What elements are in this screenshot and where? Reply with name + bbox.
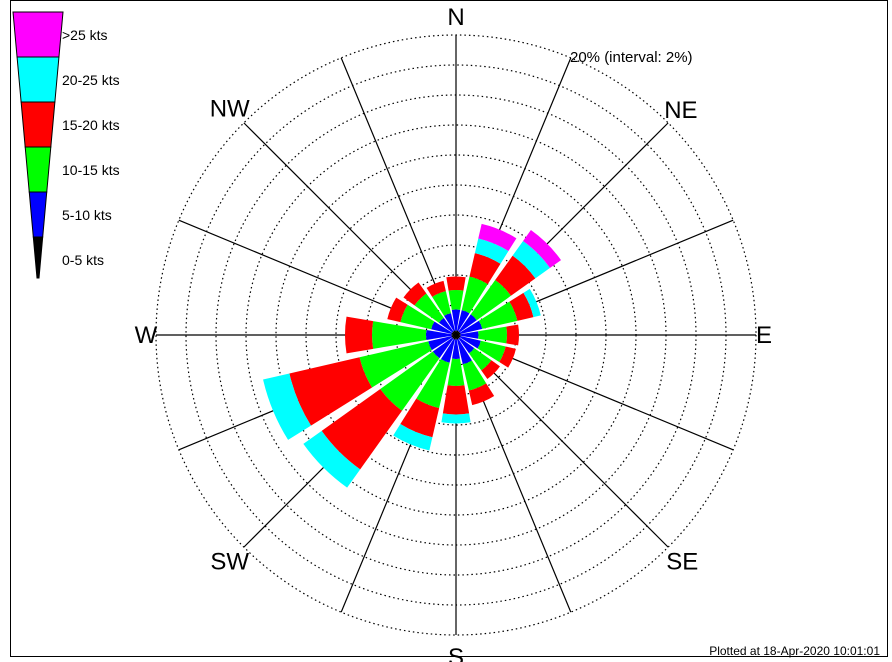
legend-swatch-3 bbox=[20, 101, 56, 148]
legend-label-5: >25 kts bbox=[62, 27, 108, 43]
sector-w-bin-0 bbox=[451, 334, 456, 336]
sector-s-bin-3 bbox=[442, 385, 470, 415]
sector-sse-bin-1 bbox=[457, 338, 472, 365]
sector-ese-bin-2 bbox=[477, 340, 506, 363]
sector-ene-bin-1 bbox=[459, 320, 483, 334]
sector-w-bin-2 bbox=[372, 321, 427, 349]
sector-ene-bin-3 bbox=[509, 292, 534, 321]
sector-wsw-bin-4 bbox=[263, 373, 311, 440]
legend-label-3: 15-20 kts bbox=[62, 117, 120, 133]
sector-nw-bin-3 bbox=[403, 282, 427, 306]
sector-ne-bin-3 bbox=[495, 255, 536, 296]
sector-ese-bin-0 bbox=[456, 335, 461, 338]
sector-nne-bin-0 bbox=[456, 330, 459, 335]
sector-e-bin-1 bbox=[460, 331, 479, 339]
legend-swatch-4 bbox=[16, 56, 60, 103]
legend-label-0: 0-5 kts bbox=[62, 252, 104, 268]
legend-swatch-1 bbox=[28, 191, 48, 238]
sector-wsw-bin-3 bbox=[289, 357, 373, 426]
direction-labels: N NE E SE S SW W NW bbox=[135, 4, 772, 662]
sector-se-bin-1 bbox=[458, 337, 475, 354]
plotted-timestamp: Plotted at 18-Apr-2020 10:01:01 bbox=[709, 644, 880, 658]
sector-ssw-bin-2 bbox=[416, 359, 450, 409]
sector-wsw-bin-0 bbox=[451, 335, 456, 338]
sector-ne-bin-2 bbox=[470, 280, 511, 321]
sector-ne-bin-1 bbox=[458, 314, 477, 333]
ring-scale-label: 20% (interval: 2%) bbox=[570, 49, 693, 66]
sector-wnw-bin-1 bbox=[431, 321, 453, 334]
sector-n-bin-1 bbox=[451, 309, 461, 331]
sector-s-bin-1 bbox=[452, 339, 460, 359]
legend-swatch-0 bbox=[32, 236, 44, 279]
sector-e-bin-0 bbox=[456, 334, 461, 336]
sector-s-bin-0 bbox=[455, 335, 457, 340]
sector-nne-bin-4 bbox=[474, 238, 509, 264]
sector-wsw-bin-1 bbox=[428, 336, 453, 351]
wind-sectors bbox=[263, 223, 562, 488]
sector-s-bin-4 bbox=[441, 413, 471, 424]
direction-label-n: N bbox=[447, 4, 464, 31]
sector-ese-bin-3 bbox=[499, 346, 516, 368]
sector-nnw-bin-3 bbox=[426, 280, 446, 297]
sector-se-bin-2 bbox=[469, 348, 492, 371]
sector-ese-bin-1 bbox=[459, 336, 481, 349]
sector-wnw-bin-2 bbox=[400, 304, 435, 330]
sector-sse-bin-0 bbox=[456, 335, 459, 340]
direction-label-sw: SW bbox=[210, 548, 249, 575]
sector-n-bin-2 bbox=[448, 290, 464, 310]
sector-ssw-bin-1 bbox=[440, 338, 455, 363]
sector-ne-bin-0 bbox=[456, 331, 460, 335]
sector-se-bin-0 bbox=[456, 335, 460, 339]
sector-wnw-bin-0 bbox=[451, 332, 456, 335]
sector-n-bin-3 bbox=[446, 276, 466, 291]
sector-sw-bin-2 bbox=[380, 351, 440, 411]
direction-label-s: S bbox=[448, 644, 464, 662]
sector-wsw-bin-2 bbox=[359, 341, 432, 388]
sector-nw-bin-1 bbox=[438, 317, 454, 333]
sector-sw-bin-1 bbox=[432, 337, 454, 359]
sector-ene-bin-2 bbox=[478, 301, 518, 329]
direction-label-se: SE bbox=[666, 548, 698, 575]
sector-nne-bin-5 bbox=[478, 223, 517, 252]
legend-swatch-2 bbox=[24, 146, 52, 193]
sector-e-bin-3 bbox=[506, 324, 519, 346]
sector-ssw-bin-3 bbox=[400, 398, 440, 438]
sector-nnw-bin-2 bbox=[432, 291, 451, 316]
sector-w-bin-3 bbox=[345, 316, 374, 354]
sector-nnw-bin-1 bbox=[444, 313, 455, 332]
speed-legend: >25 kts 20-25 kts 15-20 kts 10-15 kts 5-10 k… bbox=[12, 11, 120, 279]
sector-ssw-bin-0 bbox=[453, 335, 456, 340]
sector-ne-bin-4 bbox=[512, 240, 551, 279]
sector-w-bin-1 bbox=[426, 330, 452, 340]
sector-s-bin-2 bbox=[447, 358, 465, 386]
sector-n-bin-0 bbox=[455, 330, 457, 335]
sector-nne-bin-2 bbox=[461, 276, 488, 314]
sector-nne-bin-3 bbox=[469, 253, 501, 285]
sector-ene-bin-0 bbox=[456, 332, 461, 335]
sector-wnw-bin-3 bbox=[387, 297, 408, 323]
sector-nne-bin-1 bbox=[457, 310, 470, 332]
sector-ssw-bin-4 bbox=[393, 424, 433, 451]
sector-sw-bin-3 bbox=[321, 389, 402, 470]
legend-label-4: 20-25 kts bbox=[62, 72, 120, 88]
sector-se-bin-3 bbox=[481, 360, 500, 379]
legend-label-2: 10-15 kts bbox=[62, 162, 120, 178]
direction-label-e: E bbox=[756, 322, 772, 349]
sector-sse-bin-3 bbox=[468, 383, 495, 406]
sector-sw-bin-0 bbox=[452, 335, 456, 339]
legend-swatch-5 bbox=[12, 11, 64, 58]
sector-e-bin-2 bbox=[478, 326, 507, 344]
legend-label-1: 5-10 kts bbox=[62, 207, 112, 223]
sector-sw-bin-4 bbox=[303, 430, 361, 488]
direction-label-ne: NE bbox=[664, 97, 697, 124]
sector-ne-bin-5 bbox=[523, 229, 562, 268]
direction-label-w: W bbox=[135, 322, 158, 349]
sector-nw-bin-2 bbox=[414, 293, 444, 323]
sector-nnw-bin-0 bbox=[453, 330, 456, 335]
direction-label-nw: NW bbox=[210, 96, 250, 123]
sector-sse-bin-2 bbox=[462, 360, 487, 391]
sector-ene-bin-4 bbox=[523, 288, 541, 318]
sector-nw-bin-0 bbox=[452, 331, 456, 335]
